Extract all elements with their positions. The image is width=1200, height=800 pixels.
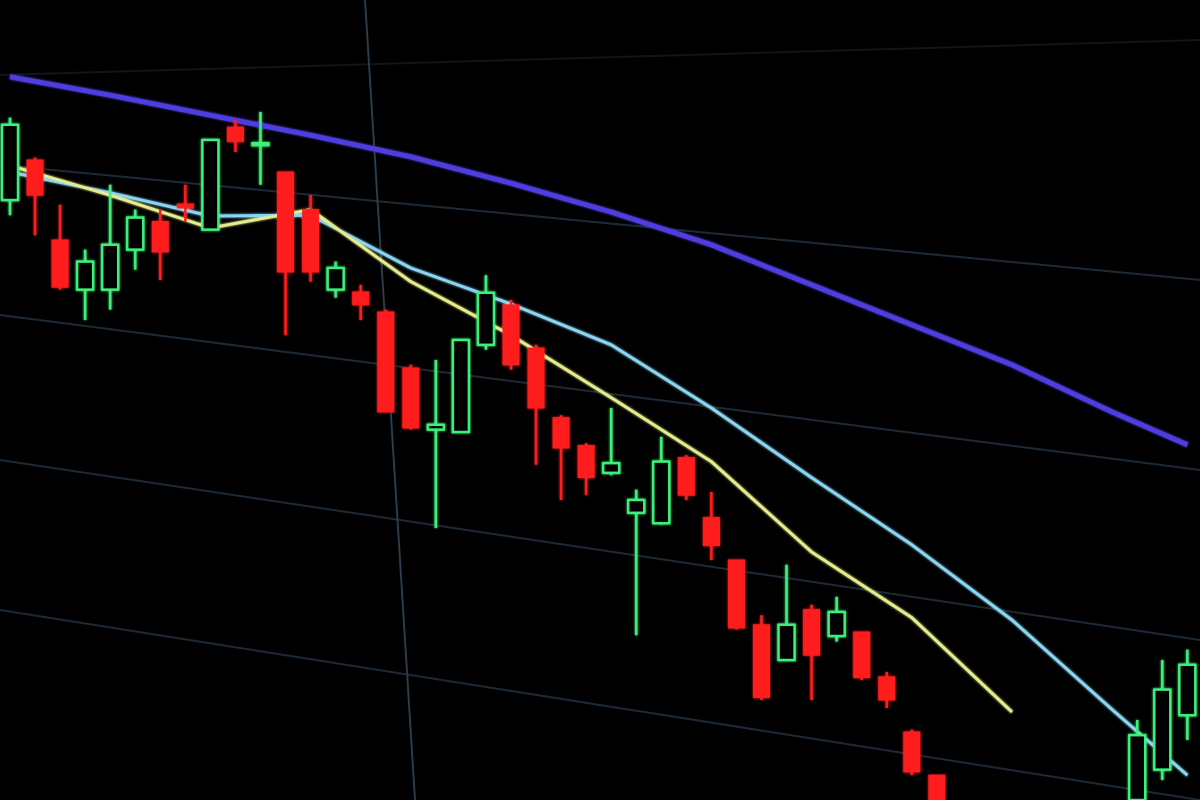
candle-body <box>377 311 395 413</box>
candle-body <box>903 731 921 773</box>
plot-area <box>0 74 1197 800</box>
candle-body <box>1128 733 1147 800</box>
grid-line <box>0 609 1200 800</box>
candle-body <box>627 498 646 515</box>
candle-body <box>451 338 471 434</box>
candle-body <box>727 559 745 629</box>
candle-body <box>827 610 846 638</box>
candle-body <box>677 457 695 496</box>
candle-body <box>277 171 295 273</box>
candle-body <box>1178 663 1197 717</box>
grid-line <box>0 164 1200 281</box>
candle-body <box>702 517 720 547</box>
grid-line <box>0 39 1200 76</box>
candle-body <box>527 347 545 409</box>
candle-body <box>176 203 194 209</box>
candle-body <box>326 266 345 291</box>
candle-body <box>201 138 220 231</box>
candle-body <box>426 423 446 431</box>
candle-body <box>502 304 520 366</box>
candle-body <box>302 209 320 273</box>
candle-body <box>577 445 595 479</box>
candle-body <box>126 216 145 251</box>
grid-line <box>0 314 1200 471</box>
grid-line <box>0 459 1200 641</box>
candle-body <box>251 141 270 147</box>
candle-body <box>853 631 871 679</box>
candle-body <box>803 609 821 656</box>
candle-body <box>476 291 496 347</box>
candle-body <box>352 291 370 306</box>
candle-body <box>100 243 120 291</box>
candle-body <box>0 123 20 202</box>
candle-body <box>51 239 69 288</box>
candle-body <box>1153 688 1172 771</box>
candle-body <box>652 460 671 525</box>
candle-body <box>402 367 420 429</box>
candle-body <box>928 774 946 800</box>
candle-body <box>226 126 244 143</box>
candle-body <box>878 676 896 701</box>
candle-body <box>26 159 44 196</box>
candle-body <box>552 417 570 449</box>
candle-body <box>753 624 770 699</box>
candle-body <box>601 461 621 475</box>
candle-body <box>151 221 169 253</box>
moving-average-line <box>9 74 1189 448</box>
candle-body <box>777 623 796 662</box>
candle-body <box>75 260 95 291</box>
